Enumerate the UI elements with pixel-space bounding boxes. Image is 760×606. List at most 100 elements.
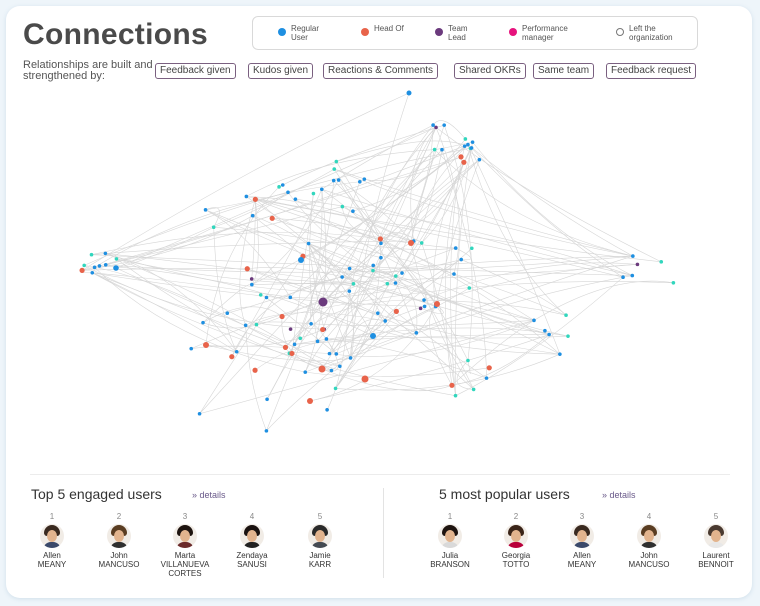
user-node[interactable] xyxy=(348,356,353,360)
user-card[interactable]: 5 Laurent BENNOIT xyxy=(681,512,751,569)
user-node[interactable] xyxy=(189,346,194,351)
user-node[interactable] xyxy=(442,123,447,127)
user-node[interactable] xyxy=(470,246,474,251)
user-node[interactable] xyxy=(547,332,551,337)
user-node[interactable] xyxy=(103,251,108,256)
filter-same-team[interactable]: Same team xyxy=(533,63,595,79)
user-node[interactable] xyxy=(250,213,255,218)
user-node[interactable] xyxy=(306,241,311,246)
user-node[interactable] xyxy=(203,342,209,348)
user-node[interactable] xyxy=(331,178,336,183)
user-card[interactable]: 3 Marta VILLANUEVA CORTES xyxy=(150,512,220,578)
user-node[interactable] xyxy=(418,306,423,311)
user-node[interactable] xyxy=(303,370,308,374)
user-node[interactable] xyxy=(532,318,536,323)
user-node[interactable] xyxy=(564,313,568,318)
user-node[interactable] xyxy=(203,208,208,212)
user-node[interactable] xyxy=(336,178,341,182)
user-node[interactable] xyxy=(319,187,324,192)
user-node[interactable] xyxy=(453,393,458,398)
user-node[interactable] xyxy=(463,137,468,141)
user-node[interactable] xyxy=(334,352,339,356)
user-node[interactable] xyxy=(385,281,390,286)
user-node[interactable] xyxy=(329,368,334,373)
user-node[interactable] xyxy=(449,382,455,388)
user-node[interactable] xyxy=(264,295,269,300)
user-card[interactable]: 3 Allen MEANY xyxy=(547,512,617,569)
user-node[interactable] xyxy=(332,167,337,171)
user-node[interactable] xyxy=(414,331,419,335)
user-node[interactable] xyxy=(113,265,119,271)
user-node[interactable] xyxy=(298,257,304,263)
user-node[interactable] xyxy=(103,263,108,267)
user-node[interactable] xyxy=(280,183,285,187)
user-node[interactable] xyxy=(309,321,313,326)
user-node[interactable] xyxy=(318,297,328,307)
user-node[interactable] xyxy=(671,281,676,285)
user-node[interactable] xyxy=(362,177,367,181)
user-node[interactable] xyxy=(630,273,635,278)
filter-reactions-comments[interactable]: Reactions & Comments xyxy=(323,63,439,79)
user-node[interactable] xyxy=(434,125,438,130)
user-node[interactable] xyxy=(393,281,398,285)
user-node[interactable] xyxy=(244,266,250,272)
user-card[interactable]: 4 Zendaya SANUSI xyxy=(217,512,287,569)
user-node[interactable] xyxy=(370,333,376,339)
filter-kudos-given[interactable]: Kudos given xyxy=(248,63,314,79)
user-node[interactable] xyxy=(114,257,119,261)
user-node[interactable] xyxy=(315,339,320,344)
user-node[interactable] xyxy=(282,344,289,350)
user-node[interactable] xyxy=(229,354,235,360)
user-node[interactable] xyxy=(97,264,102,268)
user-card[interactable]: 1 Allen MEANY xyxy=(17,512,87,569)
user-node[interactable] xyxy=(543,328,547,333)
user-node[interactable] xyxy=(376,311,380,315)
user-node[interactable] xyxy=(252,367,258,373)
user-node[interactable] xyxy=(400,271,404,275)
user-node[interactable] xyxy=(252,196,258,202)
user-node[interactable] xyxy=(484,376,489,380)
user-node[interactable] xyxy=(358,179,362,184)
user-node[interactable] xyxy=(635,262,640,267)
user-node[interactable] xyxy=(434,301,440,307)
user-node[interactable] xyxy=(82,263,86,268)
user-node[interactable] xyxy=(347,266,352,271)
user-node[interactable] xyxy=(361,375,369,383)
user-node[interactable] xyxy=(277,185,281,189)
user-node[interactable] xyxy=(459,257,464,262)
user-node[interactable] xyxy=(311,191,316,196)
user-node[interactable] xyxy=(211,225,216,230)
filter-feedback-given[interactable]: Feedback given xyxy=(155,63,236,79)
user-node[interactable] xyxy=(338,364,342,369)
user-card[interactable]: 2 John MANCUSO xyxy=(84,512,154,569)
user-node[interactable] xyxy=(469,146,474,150)
user-card[interactable]: 4 John MANCUSO xyxy=(614,512,684,569)
user-node[interactable] xyxy=(467,286,472,290)
filter-feedback-request[interactable]: Feedback request xyxy=(606,63,697,79)
user-node[interactable] xyxy=(461,159,467,165)
user-node[interactable] xyxy=(471,387,476,392)
user-node[interactable] xyxy=(452,272,456,276)
user-card[interactable]: 2 Georgia TOTTO xyxy=(481,512,551,569)
user-node[interactable] xyxy=(340,275,344,279)
user-card[interactable]: 1 Julia BRANSON xyxy=(415,512,485,569)
user-node[interactable] xyxy=(466,142,470,147)
engaged-details-link[interactable]: » details xyxy=(192,490,226,500)
user-node[interactable] xyxy=(269,215,275,221)
user-node[interactable] xyxy=(347,289,352,293)
user-node[interactable] xyxy=(265,397,269,402)
user-node[interactable] xyxy=(408,240,414,246)
user-node[interactable] xyxy=(486,365,492,371)
user-node[interactable] xyxy=(477,157,482,162)
user-node[interactable] xyxy=(249,277,254,281)
user-node[interactable] xyxy=(243,323,248,328)
user-node[interactable] xyxy=(92,265,97,270)
user-node[interactable] xyxy=(333,386,338,391)
user-node[interactable] xyxy=(250,282,254,287)
user-node[interactable] xyxy=(288,327,293,331)
user-node[interactable] xyxy=(406,90,412,96)
user-node[interactable] xyxy=(621,275,625,279)
user-node[interactable] xyxy=(286,190,290,195)
user-node[interactable] xyxy=(325,408,329,412)
user-node[interactable] xyxy=(293,197,298,201)
